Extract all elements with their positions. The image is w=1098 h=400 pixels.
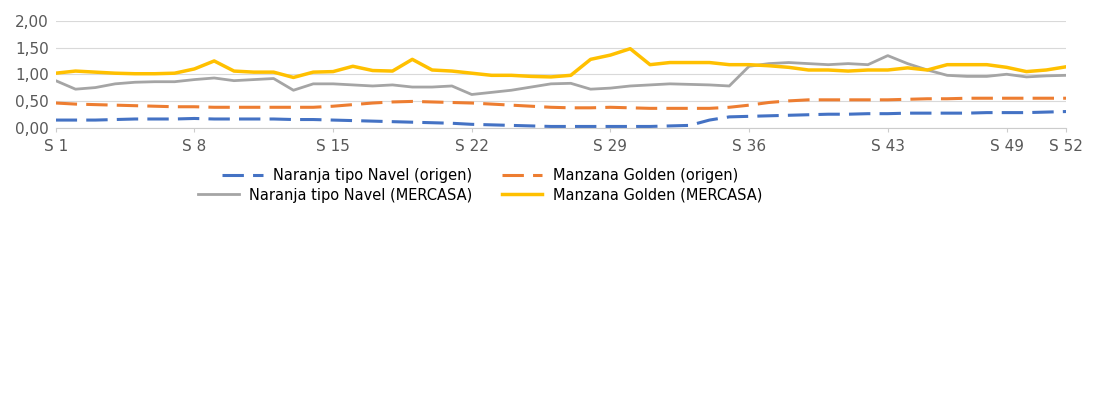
Legend: Naranja tipo Navel (MERCASA), Manzana Golden (MERCASA): Naranja tipo Navel (MERCASA), Manzana Go… [192,182,768,208]
